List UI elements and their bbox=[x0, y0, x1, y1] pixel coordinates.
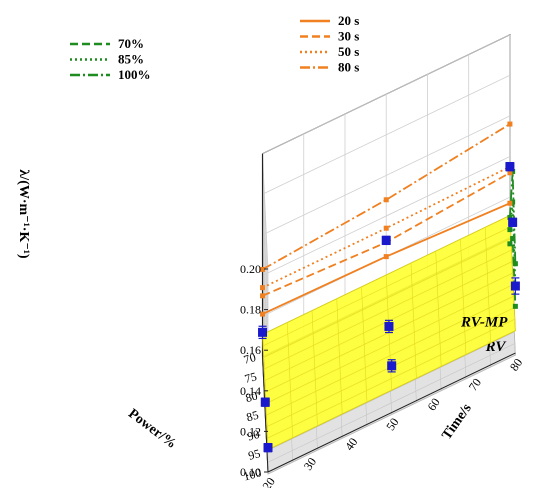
z-tick-label: 0.20 bbox=[240, 262, 261, 276]
data-point bbox=[258, 327, 268, 337]
plane-rv-mp-grid bbox=[267, 330, 516, 450]
data-point bbox=[387, 361, 397, 371]
time-series-marker bbox=[507, 200, 513, 206]
x-tick-label: 95 bbox=[247, 446, 262, 463]
data-point bbox=[505, 162, 515, 172]
power-series-marker bbox=[507, 241, 513, 247]
measurement-points bbox=[258, 162, 520, 453]
plane-rv-grid bbox=[266, 331, 515, 452]
legend-power: 70%85%100% bbox=[70, 36, 151, 82]
z-tick-label: 0.12 bbox=[240, 424, 261, 438]
legend-label: 50 s bbox=[338, 44, 359, 59]
time-series-marker bbox=[260, 293, 266, 299]
x-tick-label: 100 bbox=[242, 465, 263, 483]
data-point bbox=[263, 443, 273, 453]
y-tick-label: 60 bbox=[424, 395, 442, 413]
time-series-marker bbox=[383, 225, 389, 231]
legend-label: 20 s bbox=[338, 13, 359, 28]
power-series-marker bbox=[510, 236, 516, 242]
plane-rv-grid bbox=[267, 354, 516, 475]
time-series-marker bbox=[260, 311, 266, 317]
x-tick-label: 75 bbox=[243, 369, 258, 386]
y-tick-label: 50 bbox=[383, 415, 401, 433]
x-axis-title: Power/% bbox=[125, 406, 179, 452]
z-tick-label: 0.10 bbox=[240, 465, 261, 479]
z-axis-title: λ/(W·m⁻¹·K⁻¹) bbox=[16, 169, 31, 258]
plane-rv-mp-grid bbox=[265, 284, 514, 404]
axis-line bbox=[267, 352, 516, 473]
x-tick-label: 90 bbox=[246, 427, 261, 444]
legend-label: 70% bbox=[118, 36, 144, 51]
time-series-marker bbox=[383, 254, 389, 260]
y-tick-label: 30 bbox=[301, 455, 319, 473]
z-tick-label: 0.14 bbox=[240, 384, 261, 398]
legend-label: 80 s bbox=[338, 60, 359, 75]
axis-line bbox=[262, 356, 269, 473]
power-series-marker bbox=[507, 227, 513, 233]
x-tick-label: 85 bbox=[245, 408, 260, 425]
legend-label: 30 s bbox=[338, 29, 359, 44]
x-tick-label: 80 bbox=[244, 389, 259, 406]
plane-rv-mp-grid bbox=[410, 262, 417, 379]
time-series-marker bbox=[260, 266, 266, 272]
time-series-marker bbox=[507, 170, 513, 176]
time-series-marker bbox=[260, 285, 266, 291]
y-tick-label: 70 bbox=[466, 376, 484, 394]
time-series-line bbox=[262, 165, 511, 289]
power-series-marker bbox=[507, 214, 513, 220]
data-point bbox=[510, 281, 520, 291]
time-series-marker bbox=[383, 197, 389, 203]
y-axis-title: Time/s bbox=[439, 401, 475, 443]
z-tick-label: 0.18 bbox=[240, 303, 261, 317]
plane-rv-mp-grid bbox=[262, 334, 269, 450]
plane-rv-mp-grid bbox=[435, 251, 442, 367]
plane-rv-mp-grid bbox=[267, 318, 515, 439]
plane-rv-grid bbox=[267, 343, 515, 463]
data-point bbox=[384, 321, 394, 331]
z-tick-label: 0.16 bbox=[240, 343, 261, 357]
legend-label: 100% bbox=[118, 67, 151, 82]
power-series-marker bbox=[510, 169, 516, 175]
plane-rv-mp-grid bbox=[484, 227, 491, 343]
plane-rv-mp-grid bbox=[509, 215, 516, 331]
legend-time: 20 s30 s50 s80 s bbox=[300, 13, 359, 75]
power-series-marker bbox=[512, 261, 518, 267]
y-tick-label: 40 bbox=[342, 435, 360, 453]
y-tick-label: 20 bbox=[260, 475, 278, 488]
data-point bbox=[260, 397, 270, 407]
power-series-marker bbox=[512, 303, 518, 309]
plane-rv-mp-grid bbox=[460, 239, 467, 355]
data-point bbox=[381, 235, 391, 245]
x-tick-label: 70 bbox=[242, 350, 257, 367]
plane-label-rv-mp: RV-MP bbox=[460, 315, 508, 331]
y-tick-label: 80 bbox=[507, 356, 525, 374]
grid-line-z bbox=[262, 34, 511, 270]
time-series-marker bbox=[507, 121, 513, 127]
data-point bbox=[508, 217, 518, 227]
legend-label: 85% bbox=[118, 52, 144, 67]
time-series-line bbox=[262, 123, 511, 271]
plane-rv-mp-grid bbox=[266, 295, 514, 416]
